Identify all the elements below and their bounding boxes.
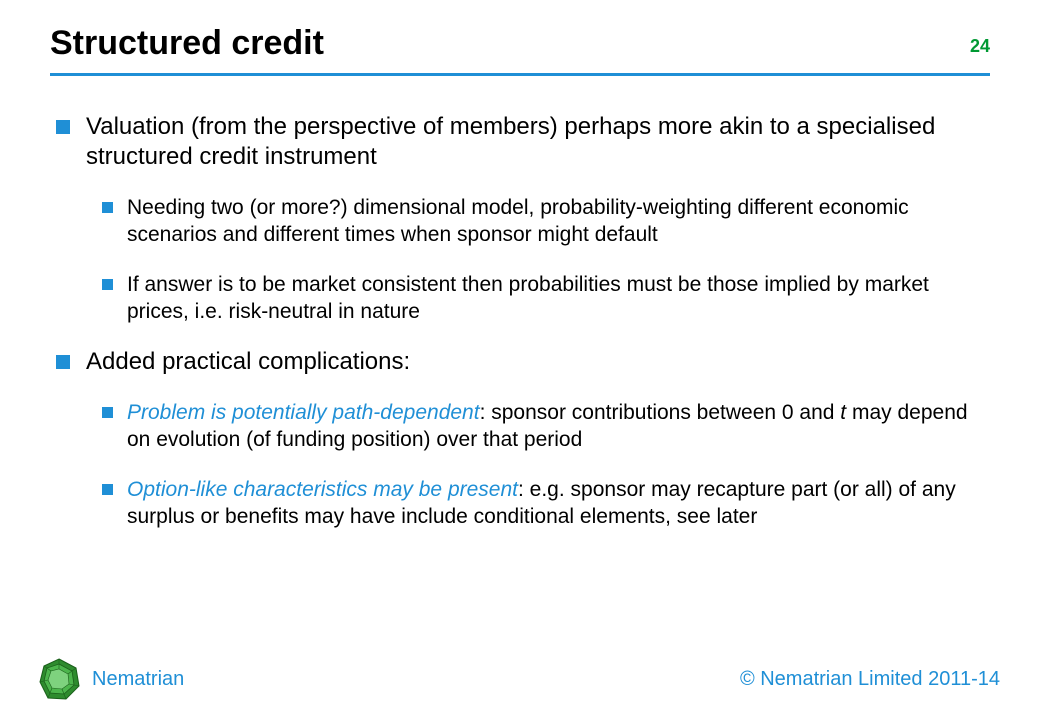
bullet-level2: Option-like characteristics may be prese… xyxy=(102,476,986,531)
square-bullet-icon xyxy=(102,407,113,418)
square-bullet-icon xyxy=(102,484,113,495)
accent-text: Option-like characteristics may be prese… xyxy=(127,478,518,501)
slide-header: Structured credit 24 xyxy=(50,24,990,69)
text-segment: : sponsor contributions between 0 and xyxy=(480,401,841,424)
bullet-text: Needing two (or more?) dimensional model… xyxy=(127,194,986,249)
footer-left: Nematrian xyxy=(36,656,184,702)
bullet-level2: Problem is potentially path-dependent: s… xyxy=(102,399,986,454)
slide-footer: Nematrian © Nematrian Limited 2011-14 xyxy=(0,656,1040,702)
slide-title: Structured credit xyxy=(50,24,990,63)
company-name: Nematrian xyxy=(92,668,184,691)
square-bullet-icon xyxy=(56,355,70,369)
bullet-level1: Valuation (from the perspective of membe… xyxy=(56,112,986,172)
slide: Structured credit 24 Valuation (from the… xyxy=(0,0,1040,720)
bullet-text: Valuation (from the perspective of membe… xyxy=(86,112,986,172)
page-number: 24 xyxy=(970,36,990,57)
bullet-text: If answer is to be market consistent the… xyxy=(127,271,986,326)
bullet-level2: Needing two (or more?) dimensional model… xyxy=(102,194,986,249)
bullet-text: Added practical complications: xyxy=(86,347,410,377)
square-bullet-icon xyxy=(102,202,113,213)
bullet-level1: Added practical complications: xyxy=(56,347,986,377)
square-bullet-icon xyxy=(102,279,113,290)
bullet-text: Option-like characteristics may be prese… xyxy=(127,476,986,531)
slide-content: Valuation (from the perspective of membe… xyxy=(50,112,990,530)
accent-text: Problem is potentially path-dependent xyxy=(127,401,480,424)
bullet-text: Problem is potentially path-dependent: s… xyxy=(127,399,986,454)
copyright-text: © Nematrian Limited 2011-14 xyxy=(740,668,1000,691)
square-bullet-icon xyxy=(56,120,70,134)
bullet-level2: If answer is to be market consistent the… xyxy=(102,271,986,326)
nematrian-logo-icon xyxy=(36,656,82,702)
title-underline xyxy=(50,73,990,76)
